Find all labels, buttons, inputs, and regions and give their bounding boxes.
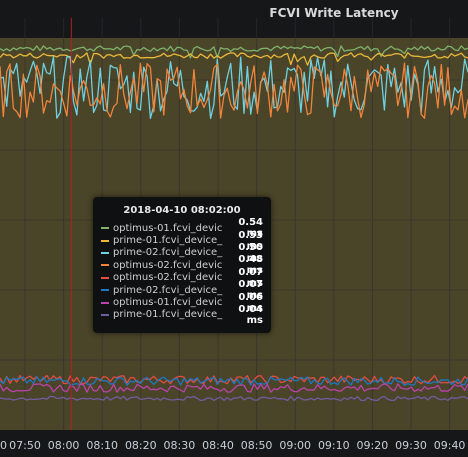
tooltip-row: prime-02.fcvi_device_0: 0.07 ms: [93, 279, 271, 301]
series-value: 0.06 ms: [238, 291, 263, 314]
series-value: 0.48 ms: [238, 254, 263, 277]
x-tick-label: 09:00: [279, 439, 311, 452]
series-value: 0.53 ms: [238, 229, 263, 252]
series-value: 0.07 ms: [238, 266, 263, 289]
series-value: 0.50 ms: [238, 241, 263, 264]
series-line: [0, 45, 468, 59]
series-name: optimus-02.fcvi_device_1:: [113, 259, 223, 271]
tooltip-row: optimus-02.fcvi_device_1: 0.48 ms: [93, 254, 271, 276]
hover-tooltip: 2018-04-10 08:02:00 optimus-01.fcvi_devi…: [93, 197, 271, 333]
x-tick-label: 08:20: [125, 439, 157, 452]
x-tick-label: 09:10: [318, 439, 350, 452]
x-tick-label: 08:30: [164, 439, 196, 452]
tooltip-row: optimus-02.fcvi_device_0: 0.07 ms: [93, 267, 271, 289]
x-tick-label: 07:50: [9, 439, 41, 452]
x-tick-label: 08:40: [202, 439, 234, 452]
series-name: optimus-01.fcvi_device_0:: [113, 297, 223, 309]
x-tick-label: 09:20: [357, 439, 389, 452]
series-value: 0.04 ms: [238, 303, 263, 326]
series-name: prime-01.fcvi_device_1:: [113, 235, 223, 247]
tooltip-row: optimus-01.fcvi_device_0: 0.06 ms: [93, 292, 271, 314]
series-swatch: [101, 264, 109, 267]
tooltip-rows: optimus-01.fcvi_device_1: 0.54 ms prime-0…: [93, 217, 271, 326]
series-line: [0, 395, 468, 402]
tooltip-row: prime-02.fcvi_device_1: 0.50 ms: [93, 242, 271, 264]
x-tick-label: 08:00: [48, 439, 80, 452]
series-name: optimus-01.fcvi_device_1:: [113, 222, 223, 234]
series-swatch: [101, 289, 109, 292]
series-swatch: [101, 251, 109, 254]
tooltip-timestamp: 2018-04-10 08:02:00: [123, 205, 241, 216]
series-swatch: [101, 301, 109, 304]
series-value: 0.07 ms: [238, 279, 263, 302]
series-line: [0, 383, 468, 393]
series-swatch: [101, 276, 109, 279]
series-swatch: [101, 239, 109, 242]
series-name: prime-02.fcvi_device_1:: [113, 247, 223, 259]
series-swatch: [101, 313, 109, 316]
x-tick-label: 09:30: [395, 439, 427, 452]
x-tick-label: 0: [0, 439, 7, 452]
x-tick-label: 09:40: [434, 439, 466, 452]
series-value: 0.54 ms: [238, 217, 263, 240]
tooltip-row: prime-01.fcvi_device_0: 0.04 ms: [93, 304, 271, 326]
series-line: [0, 52, 468, 66]
series-swatch: [101, 227, 109, 230]
series-line: [0, 374, 468, 385]
series-name: optimus-02.fcvi_device_0:: [113, 272, 223, 284]
x-tick-label: 08:10: [86, 439, 118, 452]
series-line: [0, 62, 468, 119]
tooltip-row: optimus-01.fcvi_device_1: 0.54 ms: [93, 217, 271, 239]
series-name: prime-01.fcvi_device_0:: [113, 309, 223, 321]
series-line: [0, 376, 468, 386]
series-name: prime-02.fcvi_device_0:: [113, 284, 223, 296]
tooltip-row: prime-01.fcvi_device_1: 0.53 ms: [93, 230, 271, 252]
panel-title-wrap: FCVI Write Latency: [0, 2, 468, 21]
panel-title[interactable]: FCVI Write Latency: [269, 6, 399, 20]
x-tick-label: 08:50: [241, 439, 273, 452]
